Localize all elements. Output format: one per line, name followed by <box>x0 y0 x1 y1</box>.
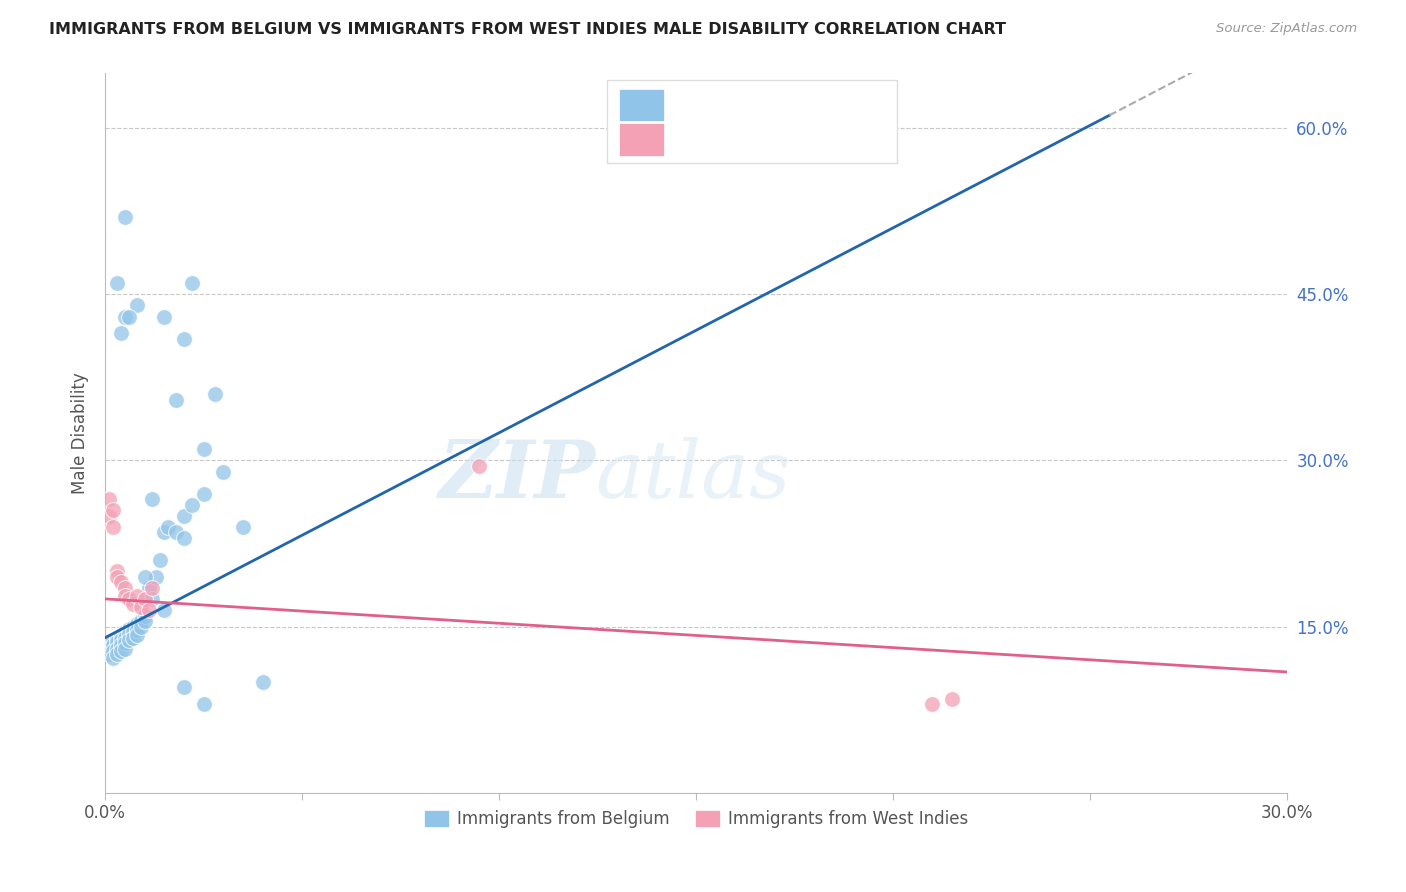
Point <box>110 644 132 658</box>
Text: 65: 65 <box>866 96 889 115</box>
Point <box>921 697 943 711</box>
Point <box>138 581 160 595</box>
Point <box>121 598 143 612</box>
Point <box>121 625 143 640</box>
Point <box>141 581 163 595</box>
Point <box>110 326 132 341</box>
Point <box>110 639 132 653</box>
Point <box>98 641 121 656</box>
Point <box>118 632 141 647</box>
Point <box>118 622 141 636</box>
Point <box>153 525 176 540</box>
Point <box>114 641 136 656</box>
Point <box>101 520 124 534</box>
Point <box>149 553 172 567</box>
FancyBboxPatch shape <box>619 89 664 121</box>
Point <box>121 619 143 633</box>
Point <box>101 503 124 517</box>
Point <box>204 387 226 401</box>
Point <box>105 641 128 656</box>
Point <box>125 589 148 603</box>
Point <box>165 392 187 407</box>
Point <box>193 442 215 457</box>
Point <box>114 310 136 324</box>
Point <box>134 591 156 606</box>
Point <box>101 632 124 647</box>
Point <box>129 599 152 614</box>
Point <box>134 570 156 584</box>
Point <box>105 564 128 578</box>
Point <box>101 639 124 653</box>
Point <box>941 691 963 706</box>
Point <box>110 628 132 642</box>
Point <box>129 619 152 633</box>
Text: N =: N = <box>813 133 849 151</box>
Point <box>468 458 491 473</box>
Point <box>98 508 121 523</box>
Point <box>101 650 124 665</box>
Text: ZIP: ZIP <box>439 437 596 515</box>
Point <box>125 617 148 632</box>
Point <box>105 277 128 291</box>
Point <box>114 210 136 224</box>
Point <box>134 614 156 628</box>
Point <box>110 632 132 647</box>
Text: Source: ZipAtlas.com: Source: ZipAtlas.com <box>1216 22 1357 36</box>
Point <box>193 486 215 500</box>
Point <box>114 581 136 595</box>
Point <box>141 591 163 606</box>
Point <box>105 570 128 584</box>
Point <box>153 603 176 617</box>
Point <box>114 625 136 640</box>
Y-axis label: Male Disability: Male Disability <box>72 372 89 493</box>
Point <box>157 520 180 534</box>
Point <box>173 332 195 346</box>
Point <box>105 647 128 661</box>
Point <box>212 465 235 479</box>
Text: 0.525: 0.525 <box>735 96 787 115</box>
Text: R =: R = <box>673 133 710 151</box>
Point <box>125 623 148 637</box>
Point <box>141 492 163 507</box>
Point <box>134 608 156 623</box>
Point <box>173 681 195 695</box>
Text: N =: N = <box>813 96 849 115</box>
Point <box>114 589 136 603</box>
Text: IMMIGRANTS FROM BELGIUM VS IMMIGRANTS FROM WEST INDIES MALE DISABILITY CORRELATI: IMMIGRANTS FROM BELGIUM VS IMMIGRANTS FR… <box>49 22 1007 37</box>
Point <box>98 647 121 661</box>
Point <box>105 635 128 649</box>
Point <box>125 298 148 312</box>
Point <box>153 310 176 324</box>
Point <box>110 575 132 590</box>
Point <box>129 614 152 628</box>
Point <box>193 697 215 711</box>
FancyBboxPatch shape <box>619 123 664 156</box>
Point <box>232 520 254 534</box>
Point <box>114 631 136 645</box>
Point <box>252 675 274 690</box>
Point <box>125 628 148 642</box>
Point <box>173 531 195 545</box>
Point <box>145 570 167 584</box>
Point <box>138 603 160 617</box>
Text: atlas: atlas <box>596 437 790 515</box>
Point <box>98 636 121 650</box>
Point <box>165 525 187 540</box>
Point <box>105 631 128 645</box>
Point <box>121 631 143 645</box>
Text: 19: 19 <box>866 133 889 151</box>
Point <box>101 644 124 658</box>
Text: R =: R = <box>673 96 710 115</box>
Point <box>180 277 202 291</box>
Point <box>118 310 141 324</box>
Point <box>180 498 202 512</box>
Point <box>98 492 121 507</box>
Point <box>114 636 136 650</box>
Point <box>118 627 141 641</box>
Text: -0.232: -0.232 <box>735 133 794 151</box>
Legend: Immigrants from Belgium, Immigrants from West Indies: Immigrants from Belgium, Immigrants from… <box>418 803 974 835</box>
FancyBboxPatch shape <box>607 80 897 163</box>
Point <box>118 591 141 606</box>
Point <box>173 508 195 523</box>
